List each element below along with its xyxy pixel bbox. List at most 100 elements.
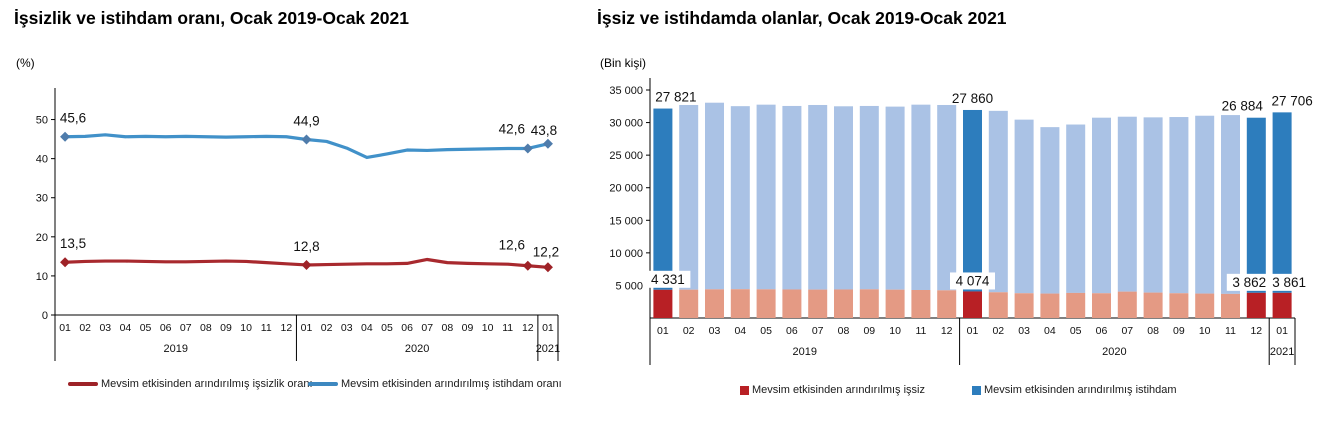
month-label: 07 <box>180 322 192 334</box>
bar-segment-unemployed <box>679 289 699 318</box>
legend-item-employed: Mevsim etkisinden arındırılmış istihdam <box>972 384 1177 396</box>
data-label: 44,9 <box>293 113 319 128</box>
bar-segment-employed <box>1169 117 1189 294</box>
month-label: 09 <box>220 322 232 334</box>
bar-segment-unemployed <box>1092 293 1111 318</box>
employment-rate-line-swatch <box>308 382 338 386</box>
data-label: 45,6 <box>60 111 86 126</box>
bar-segment-employed <box>1066 124 1086 293</box>
bar-segment-employed <box>834 106 853 290</box>
y-tick-label: 10 000 <box>609 248 643 260</box>
y-tick-label: 20 <box>36 232 48 244</box>
bar-segment-unemployed <box>1143 292 1163 318</box>
bar-segment-employed <box>1246 117 1266 293</box>
year-label: 2021 <box>536 343 560 355</box>
month-label: 01 <box>301 322 313 334</box>
month-label: 05 <box>760 325 772 337</box>
unemployed-square-swatch <box>740 385 749 395</box>
bar-segment-unemployed <box>1117 291 1137 318</box>
point-marker <box>301 259 312 270</box>
point-marker <box>522 143 533 154</box>
unemployment-rate-line-chart-panel: İşsizlik ve istihdam oranı, Ocak 2019-Oc… <box>0 0 585 421</box>
bar-segment-unemployed <box>937 290 957 318</box>
bar-segment-unemployed <box>1066 292 1086 318</box>
data-label: 27 706 <box>1271 93 1312 108</box>
month-label: 06 <box>401 322 413 334</box>
data-label: 12,6 <box>499 238 525 253</box>
month-label: 12 <box>1250 325 1262 337</box>
bar-segment-unemployed <box>834 289 853 318</box>
bar-segment-unemployed <box>1246 292 1266 318</box>
data-label: 4 331 <box>651 272 685 287</box>
bar-chart-canvas: 5 000 10 000 15 000 20 000 25 000 30 000 35 00… <box>609 78 1313 365</box>
month-label: 04 <box>1044 325 1056 337</box>
month-label: 04 <box>361 322 373 334</box>
year-label: 2019 <box>793 346 817 358</box>
month-label: 09 <box>863 325 875 337</box>
month-label: 12 <box>522 322 534 334</box>
bar-segment-unemployed <box>1221 293 1240 318</box>
data-label: 12,8 <box>293 239 319 254</box>
year-label: 2020 <box>1102 346 1126 358</box>
data-label: 26 884 <box>1222 99 1264 114</box>
bar-segment-employed <box>1195 115 1215 294</box>
month-label: 07 <box>812 325 824 337</box>
bar-segment-employed <box>1117 116 1137 292</box>
y-tick-label: 35 000 <box>609 85 643 97</box>
year-label: 2021 <box>1270 346 1294 358</box>
bar-segment-unemployed <box>859 289 879 318</box>
data-label: 3 862 <box>1232 275 1266 290</box>
bar-segment-unemployed <box>730 289 750 318</box>
bar-segment-employed <box>730 106 750 290</box>
month-label: 07 <box>1121 325 1133 337</box>
month-label: 12 <box>281 322 293 334</box>
bar-segment-employed <box>885 106 905 290</box>
data-label: 43,8 <box>531 123 557 138</box>
year-label: 2019 <box>163 343 187 355</box>
bar-segment-unemployed <box>756 289 776 318</box>
month-label: 02 <box>683 325 695 337</box>
legend-label: Mevsim etkisinden arındırılmış istihdam … <box>341 378 562 390</box>
data-label: 27 821 <box>655 90 696 105</box>
month-label: 09 <box>1173 325 1185 337</box>
chart-legend: Mevsim etkisinden arındırılmış işsiz Mev… <box>595 384 1328 406</box>
month-label: 10 <box>240 322 252 334</box>
month-label: 12 <box>941 325 953 337</box>
data-label-bg <box>645 270 691 288</box>
month-label: 04 <box>734 325 746 337</box>
month-label: 11 <box>502 322 513 334</box>
legend-label: Mevsim etkisinden arındırılmış işsiz <box>752 384 925 396</box>
bar-segment-employed <box>756 104 776 290</box>
bar-segment-employed <box>1014 119 1034 294</box>
y-tick-label: 10 <box>36 271 48 283</box>
y-tick-label: 5 000 <box>615 280 643 292</box>
data-label: 13,5 <box>60 236 86 251</box>
month-label: 10 <box>482 322 494 334</box>
month-label: 02 <box>79 322 91 334</box>
y-tick-label: 50 <box>36 115 48 127</box>
month-label: 03 <box>709 325 721 337</box>
month-label: 07 <box>421 322 433 334</box>
bar-segment-employed <box>808 104 828 290</box>
month-label: 05 <box>140 322 152 334</box>
bar-segment-employed <box>679 104 699 290</box>
bar-segment-unemployed <box>808 289 828 318</box>
axis-unit-label: (Bin kişi) <box>600 56 647 70</box>
point-marker <box>60 257 71 268</box>
legend-label: Mevsim etkisinden arındırılmış işsizlik … <box>101 378 313 390</box>
month-label: 05 <box>381 322 393 334</box>
month-label: 11 <box>261 322 272 334</box>
y-tick-label: 25 000 <box>609 150 643 162</box>
bar-segment-employed <box>859 105 879 290</box>
month-label: 03 <box>1018 325 1030 337</box>
y-tick-label: 15 000 <box>609 215 643 227</box>
y-tick-label: 0 <box>42 310 48 322</box>
month-label: 08 <box>441 322 453 334</box>
legend-label: Mevsim etkisinden arındırılmış istihdam <box>984 384 1177 396</box>
month-label: 06 <box>160 322 172 334</box>
bar-segment-unemployed <box>1195 293 1215 318</box>
chart-legend: Mevsim etkisinden arındırılmış işsizlik … <box>0 378 585 400</box>
month-label: 06 <box>786 325 798 337</box>
bar-segment-unemployed <box>963 291 982 318</box>
